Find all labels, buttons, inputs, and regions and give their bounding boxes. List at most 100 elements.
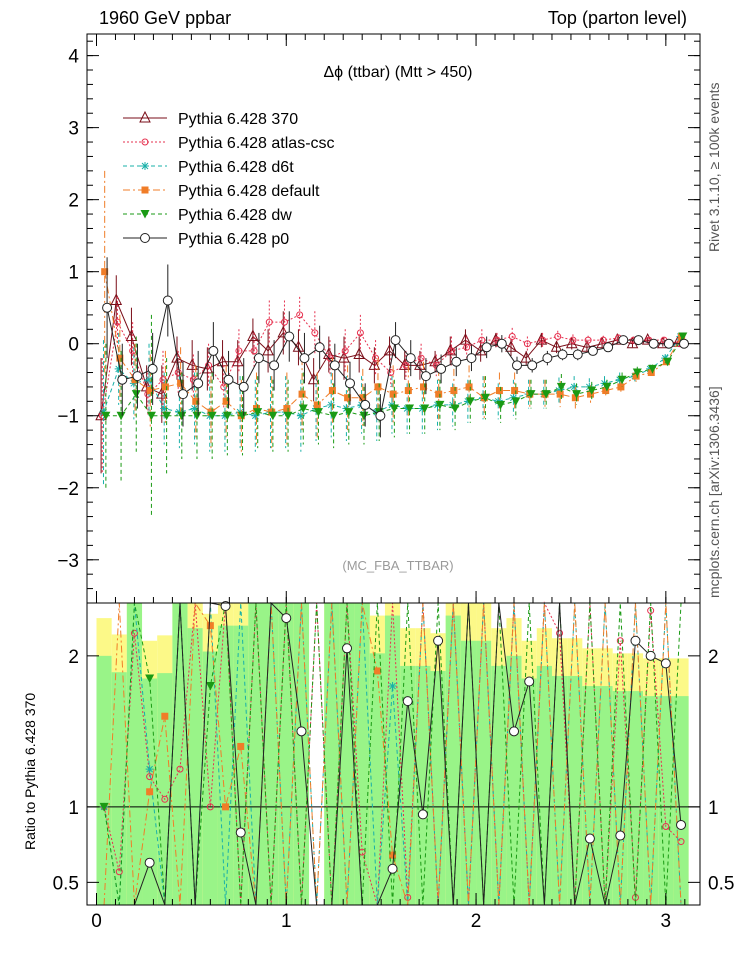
y-tick-label: 3 — [68, 119, 79, 140]
ratio-point — [220, 601, 231, 612]
data-point — [338, 350, 350, 363]
header-process-label: Top (parton level) — [547, 8, 687, 28]
legend-marker — [141, 186, 149, 194]
ratio-inner-band — [111, 672, 127, 905]
data-point — [435, 390, 443, 398]
data-point — [360, 399, 371, 410]
ratio-inner-band — [445, 615, 461, 905]
ratio-point — [130, 629, 138, 637]
data-point — [160, 404, 169, 413]
data-point — [177, 411, 187, 421]
ratio-point — [235, 827, 246, 838]
ratio-point — [176, 765, 184, 773]
data-point — [222, 411, 232, 421]
data-point — [429, 354, 441, 367]
ratio-inner-band — [96, 655, 112, 905]
legend-marker — [141, 162, 149, 170]
ratio-inner-band — [476, 640, 492, 905]
ratio-y-tick-label: 2 — [68, 647, 79, 668]
data-point — [296, 411, 305, 420]
data-point — [251, 411, 260, 420]
data-point — [572, 390, 582, 399]
data-point — [238, 411, 248, 421]
data-point — [480, 393, 490, 403]
data-point — [177, 389, 188, 400]
data-point — [262, 343, 274, 356]
ratio-y-tick-label: 1 — [68, 798, 79, 819]
data-point — [541, 390, 551, 399]
data-point — [253, 353, 264, 364]
ratio-inner-band — [324, 603, 340, 905]
data-point — [383, 343, 396, 356]
ratio-inner-band — [430, 670, 446, 905]
plot-title: Δϕ (ttbar) (Mtt > 450) — [323, 64, 473, 81]
data-point — [145, 375, 154, 384]
data-point — [129, 347, 137, 355]
data-point — [496, 338, 507, 349]
ratio-point — [615, 830, 626, 841]
ratio-point — [237, 742, 245, 750]
data-point — [359, 411, 369, 421]
data-point — [615, 375, 624, 384]
ratio-inner-band — [582, 686, 598, 905]
ratio-series-line — [103, 601, 682, 906]
data-point — [602, 387, 610, 395]
ratio-inner-band — [658, 696, 674, 905]
data-point — [313, 401, 321, 409]
data-point — [162, 411, 172, 421]
data-point — [450, 404, 460, 414]
legend-label: Pythia 6.428 default — [178, 183, 320, 200]
ratio-point — [630, 635, 641, 646]
ratio-inner-band — [597, 686, 613, 905]
data-point — [387, 369, 395, 377]
data-point — [550, 340, 563, 352]
data-point — [523, 340, 531, 348]
ratio-point — [145, 674, 155, 683]
ratio-inner-band — [567, 675, 583, 905]
data-point — [466, 353, 477, 364]
ratio-point — [206, 803, 214, 811]
ratio-point — [662, 822, 670, 830]
data-point — [647, 364, 657, 374]
ratio-point — [433, 635, 444, 646]
legend-marker — [140, 233, 150, 243]
data-point — [420, 404, 430, 414]
data-point — [368, 358, 381, 370]
data-point — [571, 394, 579, 402]
data-point — [572, 349, 583, 360]
data-point — [314, 342, 325, 353]
ratio-point — [99, 802, 109, 812]
ratio-point — [584, 833, 595, 844]
data-point — [131, 390, 141, 399]
data-point — [584, 336, 592, 344]
data-point — [161, 383, 169, 391]
data-point — [296, 311, 304, 319]
data-point — [235, 347, 243, 355]
data-point — [102, 302, 113, 313]
data-point — [192, 397, 200, 405]
ratio-point — [145, 765, 154, 774]
data-point — [174, 369, 182, 377]
ratio-inner-band — [293, 603, 310, 905]
data-point — [511, 387, 519, 395]
ratio-y-tick-label-right: 2 — [708, 647, 719, 668]
legend-marker — [141, 138, 149, 146]
ratio-inner-band — [506, 655, 522, 905]
ratio-point — [222, 803, 230, 811]
data-point — [450, 387, 458, 395]
ratio-inner-band — [491, 665, 507, 905]
data-point — [177, 379, 185, 387]
legend-marker — [139, 110, 151, 123]
y-tick-label: 0 — [68, 335, 79, 356]
data-point — [284, 331, 295, 342]
data-point — [344, 394, 352, 402]
data-point — [465, 383, 473, 391]
ratio-point — [146, 773, 154, 781]
data-point — [311, 329, 319, 337]
data-point — [192, 411, 202, 421]
data-point — [353, 347, 365, 360]
ratio-frame — [86, 602, 701, 906]
ratio-point — [556, 629, 564, 637]
data-point — [648, 338, 659, 349]
data-point — [298, 404, 308, 414]
